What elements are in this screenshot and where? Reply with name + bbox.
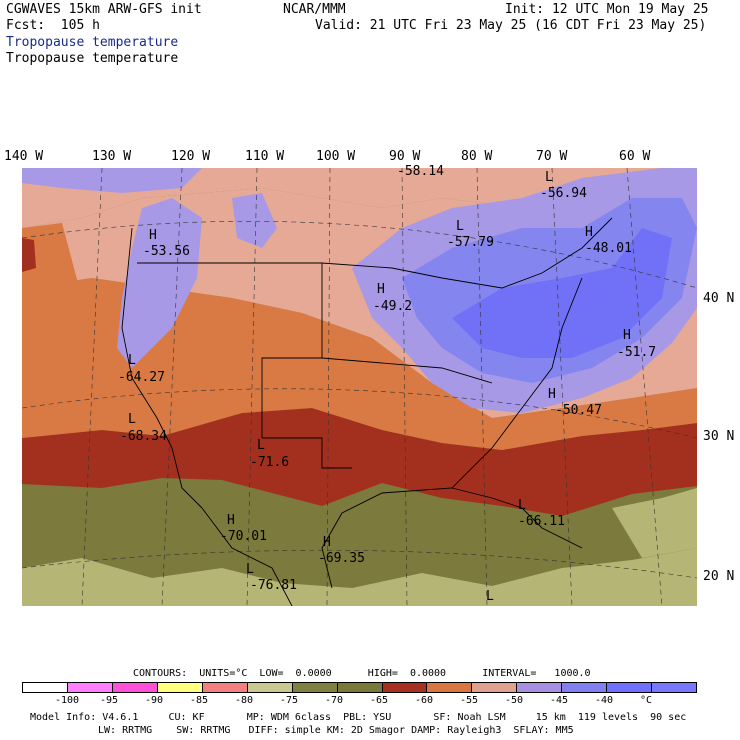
color-bar-swatch (247, 683, 293, 692)
orange-band (22, 278, 697, 450)
color-bar-tick-label: -85 (190, 695, 209, 706)
color-bar-tick-label: -50 (505, 695, 524, 706)
extremum-label: -66.11 (518, 514, 565, 529)
extremum-marker: L (456, 219, 464, 234)
init-time: Init: 12 UTC Mon 19 May 25 (505, 2, 709, 17)
lon-label: 140 W (4, 149, 44, 164)
lon-label: 70 W (536, 149, 568, 164)
extremum-label: -68.34 (120, 429, 167, 444)
color-bar-tick-label: -55 (460, 695, 479, 706)
graticule (22, 168, 697, 606)
color-bar-swatch (562, 683, 608, 692)
color-bar-tick-label: -100 (55, 695, 80, 706)
extremum-marker: H (149, 228, 157, 243)
color-bar-tick-label: -70 (325, 695, 344, 706)
extremum-marker: L (486, 589, 494, 604)
extremum-label: -53.56 (143, 244, 190, 259)
field-name-secondary: Tropopause temperature (6, 51, 179, 66)
model-info-line-2: LW: RRTMG SW: RRTMG DIFF: simple KM: 2D … (98, 725, 574, 736)
color-bar (22, 682, 697, 693)
color-bar-swatch (607, 683, 653, 692)
lon-label: 130 W (92, 149, 132, 164)
valid-time: Valid: 21 UTC Fri 23 May 25 (16 CDT Fri … (315, 18, 707, 33)
extremum-label: -51.7 (617, 345, 657, 360)
extremum-marker: L (257, 438, 265, 453)
extremum-label: -56.94 (540, 186, 587, 201)
color-bar-swatch (157, 683, 203, 692)
color-bar-swatch (652, 683, 697, 692)
lon-label: 80 W (461, 149, 493, 164)
lat-label: 20 N (703, 569, 735, 584)
color-bar-tick-label: -40 (595, 695, 614, 706)
extremum-marker: L (518, 498, 526, 513)
color-bar-tick-label: -45 (550, 695, 569, 706)
tropopause-temperature-map (22, 168, 697, 606)
color-bar-swatch (382, 683, 428, 692)
color-bar-tick-label: -60 (415, 695, 434, 706)
extremum-marker: L (128, 353, 136, 368)
color-bar-swatch (337, 683, 383, 692)
extremum-marker: H (227, 513, 235, 528)
lat-label: 30 N (703, 429, 735, 444)
color-bar-tick-label: -90 (145, 695, 164, 706)
extremum-label: -49.2 (373, 299, 413, 314)
color-bar-swatch (112, 683, 158, 692)
extremum-marker: L (246, 562, 254, 577)
color-bar-swatch (517, 683, 563, 692)
color-bar-swatch (472, 683, 518, 692)
color-bar-swatch (292, 683, 338, 692)
color-bar-swatch (67, 683, 113, 692)
organization: NCAR/MMM (283, 2, 346, 17)
extremum-label: -50.47 (555, 403, 602, 418)
lon-label: 60 W (619, 149, 651, 164)
lon-label: 120 W (171, 149, 211, 164)
extremum-label: -76.81 (250, 578, 297, 593)
color-bar-swatch (23, 683, 68, 692)
forecast-hour: Fcst: 105 h (6, 18, 100, 33)
lon-label: 100 W (316, 149, 356, 164)
extremum-label: -71.6 (250, 455, 290, 470)
nw-blue-streak (22, 168, 202, 193)
coldest-band (22, 548, 697, 606)
extremum-label: -58.14 (397, 164, 444, 179)
extremum-label: -70.01 (220, 529, 267, 544)
extremum-marker: H (585, 225, 593, 240)
color-bar-tick-label: -95 (100, 695, 119, 706)
borders (121, 217, 613, 606)
extremum-marker: H (323, 535, 331, 550)
color-bar-swatch (427, 683, 473, 692)
extremum-marker: L (545, 170, 553, 185)
color-bar-tick-label: -75 (280, 695, 299, 706)
color-bar-tick-label: -80 (235, 695, 254, 706)
extremum-marker: H (377, 282, 385, 297)
dark-red-band (22, 408, 697, 516)
lon-label: 110 W (245, 149, 285, 164)
color-bar-tick-label: -65 (370, 695, 389, 706)
model-info-line-1: Model Info: V4.6.1 CU: KF MP: WDM 6class… (30, 712, 687, 723)
lat-label: 40 N (703, 291, 735, 306)
color-bar-tick-label: °C (640, 695, 653, 706)
extremum-label: -64.27 (118, 370, 165, 385)
color-bar-swatch (202, 683, 248, 692)
extremum-label: -69.35 (318, 551, 365, 566)
extremum-label: -48.01 (585, 241, 632, 256)
lon-label: 90 W (389, 149, 421, 164)
field-name-primary: Tropopause temperature (6, 35, 179, 50)
extremum-marker: H (548, 387, 556, 402)
extremum-label: -57.79 (447, 235, 494, 250)
extremum-marker: L (128, 412, 136, 427)
west-blue-lobe (117, 198, 202, 368)
model-title: CGWAVES 15km ARW-GFS init (6, 2, 202, 17)
contours-info: CONTOURS: UNITS=°C LOW= 0.0000 HIGH= 0.0… (133, 668, 591, 679)
extremum-marker: H (623, 328, 631, 343)
